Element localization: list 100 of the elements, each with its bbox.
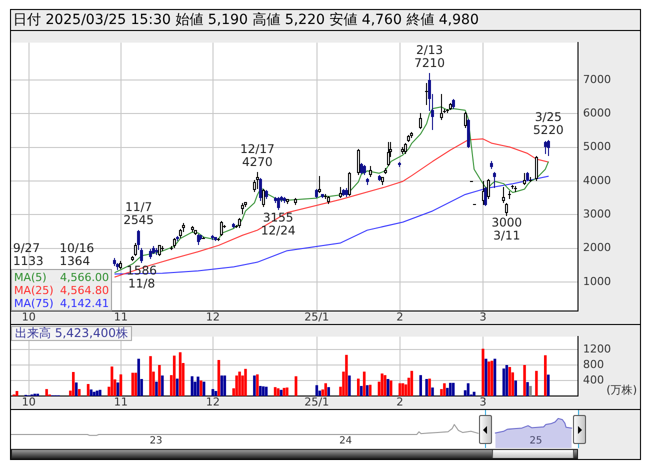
chart-title: 出来高 5,423,400株: [11, 326, 132, 341]
bar: [217, 360, 220, 396]
bar: [546, 374, 550, 396]
bar: [276, 388, 280, 396]
x-tick-label: 25/1: [304, 395, 330, 408]
bar: [356, 378, 360, 396]
bar: [137, 358, 140, 396]
bar: [280, 390, 282, 396]
bar: [425, 378, 428, 396]
bar: [529, 386, 532, 396]
bar: [116, 382, 120, 396]
bar: [178, 352, 182, 396]
y-tick-label: 1000: [583, 274, 611, 288]
bar: [282, 388, 286, 396]
bar: [214, 391, 218, 396]
y-tick-label: 7000: [583, 72, 611, 86]
bar: [494, 358, 496, 396]
bar: [220, 375, 224, 396]
bar: [402, 383, 404, 396]
bar: [419, 375, 422, 396]
bar: [172, 356, 176, 396]
bar: [256, 374, 259, 396]
bar: [149, 356, 152, 396]
bar: [428, 378, 431, 396]
bar: [202, 382, 206, 396]
bar: [410, 370, 414, 396]
bar: [86, 384, 90, 396]
bar: [514, 380, 517, 396]
text: MA(5) 4,566.00: [14, 271, 109, 284]
x-tick-label: 24: [339, 436, 352, 447]
bar: [508, 366, 512, 396]
y-tick-label: 5000: [583, 140, 611, 154]
bar: [235, 375, 238, 396]
bar: [161, 375, 164, 396]
bar: [327, 387, 330, 396]
bar: [158, 365, 161, 396]
y-axis-title: (万株): [606, 383, 637, 396]
bar: [523, 365, 526, 396]
bar: [131, 372, 134, 396]
bar: [176, 378, 179, 396]
bar: [262, 386, 265, 396]
y-tick-label: 4000: [583, 174, 611, 187]
x-tick-label: 10: [22, 310, 36, 324]
text: MA(75) 4,142.41: [14, 297, 109, 310]
bar: [286, 388, 288, 396]
bar: [16, 391, 18, 396]
x-tick-label: 23: [150, 436, 162, 447]
x-tick-label: 11: [114, 310, 128, 324]
bar: [362, 372, 366, 396]
annotation: 10/16 1364: [60, 241, 94, 268]
bar: [502, 368, 506, 396]
bar: [200, 380, 202, 396]
x-tick-label: 3: [480, 310, 487, 324]
bar: [98, 390, 102, 396]
x-tick-label: 2: [396, 395, 404, 408]
bar: [253, 375, 256, 396]
bar: [544, 355, 547, 396]
bar: [466, 383, 470, 396]
bar: [452, 382, 455, 396]
bar: [345, 354, 348, 396]
x-tick-label: 12: [206, 310, 220, 324]
bar: [294, 376, 298, 396]
bar: [443, 383, 446, 396]
x-tick-label: 10: [22, 395, 36, 408]
bar: [45, 389, 48, 396]
bar: [398, 383, 402, 396]
y-tick-label: 6000: [583, 106, 611, 120]
bar: [134, 372, 138, 396]
y-tick-label: 800: [583, 358, 604, 371]
bar: [488, 362, 490, 396]
annotation: 2/13 7210: [414, 42, 445, 70]
bar: [190, 376, 194, 396]
bar: [390, 380, 392, 396]
y-tick-label: 2000: [583, 241, 611, 254]
bar: [380, 374, 384, 396]
bar: [90, 389, 92, 396]
bar: [274, 387, 277, 396]
bar: [360, 386, 363, 396]
bar: [264, 386, 268, 396]
bar: [315, 385, 318, 396]
bar: [490, 360, 494, 396]
bar: [96, 390, 98, 396]
bar: [212, 389, 214, 396]
bar: [72, 372, 75, 396]
y-tick-label: 400: [583, 373, 604, 386]
bar: [74, 382, 78, 396]
annotation: 9/27 1133: [13, 241, 44, 268]
annotation: 11/7 2545: [123, 200, 154, 228]
x-tick-label: 12: [206, 395, 220, 408]
bar: [366, 385, 369, 396]
bar: [223, 375, 226, 396]
bar: [244, 368, 247, 396]
annotation: 3/25 5220: [533, 110, 564, 137]
bar: [535, 370, 538, 396]
bar: [120, 374, 122, 396]
bar: [238, 372, 241, 396]
x-tick-label: 25/1: [304, 310, 330, 324]
bar: [324, 383, 327, 396]
bar: [384, 375, 386, 396]
x-tick-label: 3: [480, 395, 487, 408]
